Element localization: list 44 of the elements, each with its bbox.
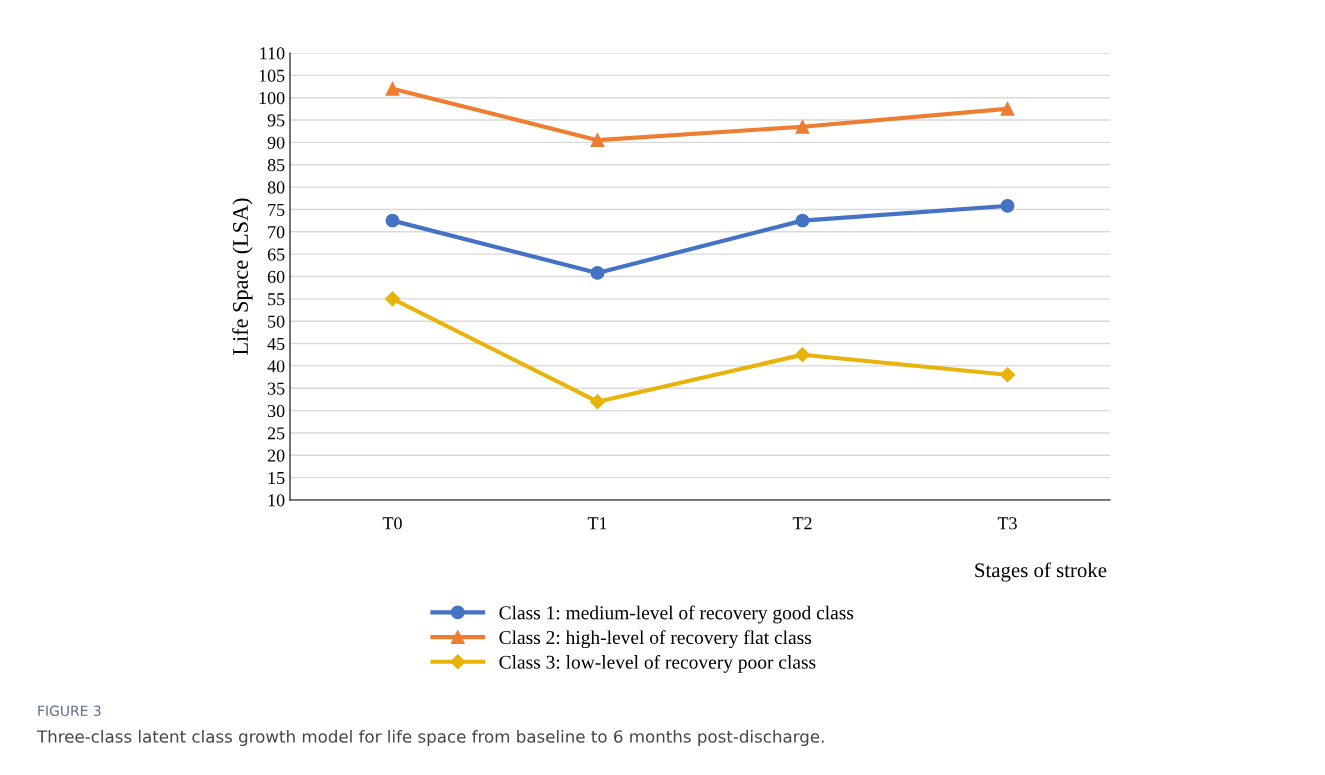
point xyxy=(1000,198,1015,213)
y-tick-label: 100 xyxy=(259,91,285,105)
y-tick-label: 40 xyxy=(267,360,285,373)
legend-label: Class 3: low-level of recovery poor class xyxy=(499,654,816,673)
y-tick-label: 75 xyxy=(268,203,285,216)
y-tick-label: 35 xyxy=(267,382,285,395)
y-tick-label: 30 xyxy=(267,404,285,418)
y-tick-label: 105 xyxy=(259,69,285,82)
point xyxy=(589,394,606,410)
x-tick-label: T2 xyxy=(792,517,812,530)
text: Three-class latent class growth model for life space from baseline to 6 months post-discharge. xyxy=(36,729,824,747)
y-tick-label: 90 xyxy=(267,136,285,149)
point xyxy=(385,81,400,96)
legend-label: Class 1: medium-level of recovery good class xyxy=(499,605,854,624)
point xyxy=(795,213,810,228)
point xyxy=(590,265,605,280)
point xyxy=(384,291,401,307)
point xyxy=(795,119,810,134)
legend-label: Class 2: high-level of recovery flat class xyxy=(499,630,812,649)
y-tick-label: 45 xyxy=(267,337,285,350)
y-tick-label: 25 xyxy=(267,427,285,440)
y-tick-label: 10 xyxy=(268,494,285,507)
y-tick-label: 70 xyxy=(268,226,285,239)
y-tick-label: 60 xyxy=(267,270,285,283)
y-tick-label: 65 xyxy=(267,248,285,261)
point xyxy=(1000,101,1015,116)
point xyxy=(385,213,400,228)
y-tick-label: 20 xyxy=(267,449,285,462)
point xyxy=(999,367,1016,383)
y-tick-label: 50 xyxy=(268,315,285,328)
point xyxy=(590,133,605,148)
y-axis-title: Life Space (LSA) xyxy=(232,198,253,355)
y-tick-label: 80 xyxy=(267,181,285,194)
x-tick-label: T1 xyxy=(587,517,607,530)
caption: FIGURE 3 xyxy=(38,705,101,717)
x-tick-label: T0 xyxy=(382,517,402,530)
y-tick-label: 110 xyxy=(260,47,285,60)
x-tick-label: T3 xyxy=(997,517,1017,530)
y-tick-label: 55 xyxy=(268,293,285,306)
y-tick-label: 85 xyxy=(267,159,285,172)
y-tick-label: 95 xyxy=(267,114,285,127)
y-tick-label: 15 xyxy=(268,471,285,485)
point xyxy=(794,347,811,363)
x-axis-title: Stages of stroke xyxy=(975,562,1107,582)
